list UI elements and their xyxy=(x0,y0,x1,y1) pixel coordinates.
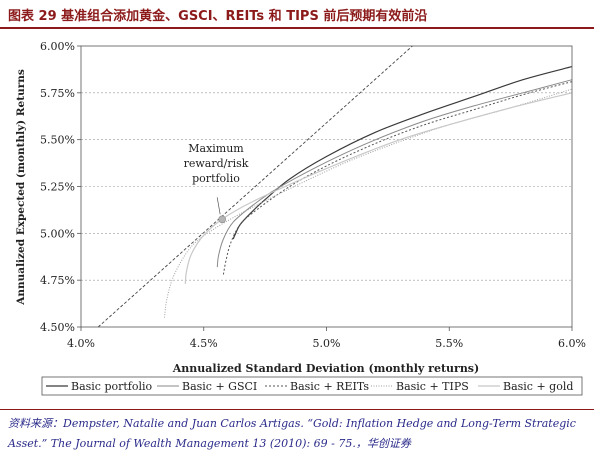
y-tick-label: 5.25% xyxy=(40,181,75,194)
figure-title: 图表 29 基准组合添加黄金、GSCI、REITs 和 TIPS 前后预期有效前… xyxy=(8,9,428,24)
title-rule xyxy=(0,27,594,29)
series-line xyxy=(164,88,573,318)
annotation-leader xyxy=(216,197,221,215)
x-tick-label: 6.0% xyxy=(558,337,586,350)
capital-market-line xyxy=(97,45,413,328)
series-line xyxy=(222,81,573,275)
y-tick-label: 6.00% xyxy=(40,40,75,53)
x-tick-label: 4.5% xyxy=(190,337,218,350)
source-rule xyxy=(0,409,594,410)
legend-label: Basic + GSCI xyxy=(182,380,257,393)
y-axis-label: Annualized Expected (monthly) Returns xyxy=(15,69,27,306)
legend-label: Basic + REITs xyxy=(290,380,369,393)
legend-label: Basic + gold xyxy=(503,380,573,393)
source-note: 资料来源：Dempster, Natalie and Juan Carlos A… xyxy=(8,417,576,450)
x-tick-label: 5.5% xyxy=(435,337,463,350)
axes-layer: 4.50% 4.75% 5.00% 5.25% 5.50% 5.75% 6.00% 4.0% 4… xyxy=(40,40,586,350)
x-tick-label: 4.0% xyxy=(67,337,95,350)
series-line xyxy=(216,79,573,268)
grid-layer xyxy=(81,92,572,281)
annotation-label: Maximum xyxy=(188,142,244,155)
legend-box xyxy=(41,376,583,396)
series-layer xyxy=(164,66,573,318)
legend-label: Basic + TIPS xyxy=(396,380,469,393)
annotation-layer: Maximum reward/risk portfolio xyxy=(184,142,249,224)
capital-market-line-layer xyxy=(97,45,413,328)
y-tick-label: 5.75% xyxy=(40,87,75,100)
series-line xyxy=(232,66,573,240)
legend-label: Basic portfolio xyxy=(71,380,153,393)
frontier-chart: 4.50% 4.75% 5.00% 5.25% 5.50% 5.75% 6.00% 4.0% 4… xyxy=(15,40,586,396)
annotation-label: reward/risk xyxy=(184,157,249,170)
x-axis-label: Annualized Standard Deviation (monthly r… xyxy=(172,362,479,375)
y-tick-label: 5.00% xyxy=(40,227,75,240)
y-tick-label: 4.75% xyxy=(40,274,75,287)
figure-title-bar: 图表 29 基准组合添加黄金、GSCI、REITs 和 TIPS 前后预期有效前… xyxy=(0,0,594,30)
y-tick-label: 5.50% xyxy=(40,134,75,147)
legend-layer: Basic portfolio Basic + GSCI Basic + REITs… xyxy=(41,376,583,396)
annotation-label: portfolio xyxy=(192,172,240,185)
max-reward-risk-point xyxy=(218,215,226,224)
y-tick-label: 4.50% xyxy=(40,321,75,334)
x-tick-label: 5.0% xyxy=(313,337,341,350)
series-line xyxy=(184,92,573,284)
